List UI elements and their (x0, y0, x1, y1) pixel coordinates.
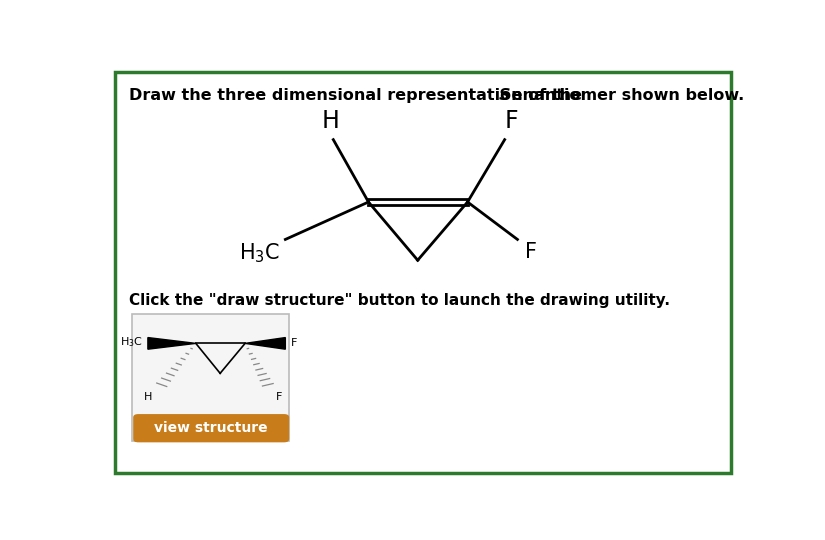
Text: F: F (504, 110, 518, 133)
Text: H$_3$C: H$_3$C (239, 241, 280, 265)
Text: Draw the three dimensional representation of the: Draw the three dimensional representatio… (129, 87, 587, 103)
Text: Click the "draw structure" button to launch the drawing utility.: Click the "draw structure" button to lau… (129, 294, 670, 308)
Text: F: F (525, 241, 537, 261)
Text: H: H (144, 392, 153, 402)
Text: H: H (321, 110, 339, 133)
Text: enantiomer shown below.: enantiomer shown below. (506, 87, 744, 103)
FancyBboxPatch shape (133, 414, 290, 442)
Text: view structure: view structure (154, 421, 268, 435)
Text: F: F (276, 392, 282, 402)
Text: S: S (498, 87, 510, 103)
Text: F: F (290, 338, 297, 348)
Polygon shape (245, 338, 285, 349)
Text: H$_3$C: H$_3$C (120, 336, 143, 349)
FancyBboxPatch shape (132, 314, 289, 441)
Polygon shape (148, 338, 196, 349)
